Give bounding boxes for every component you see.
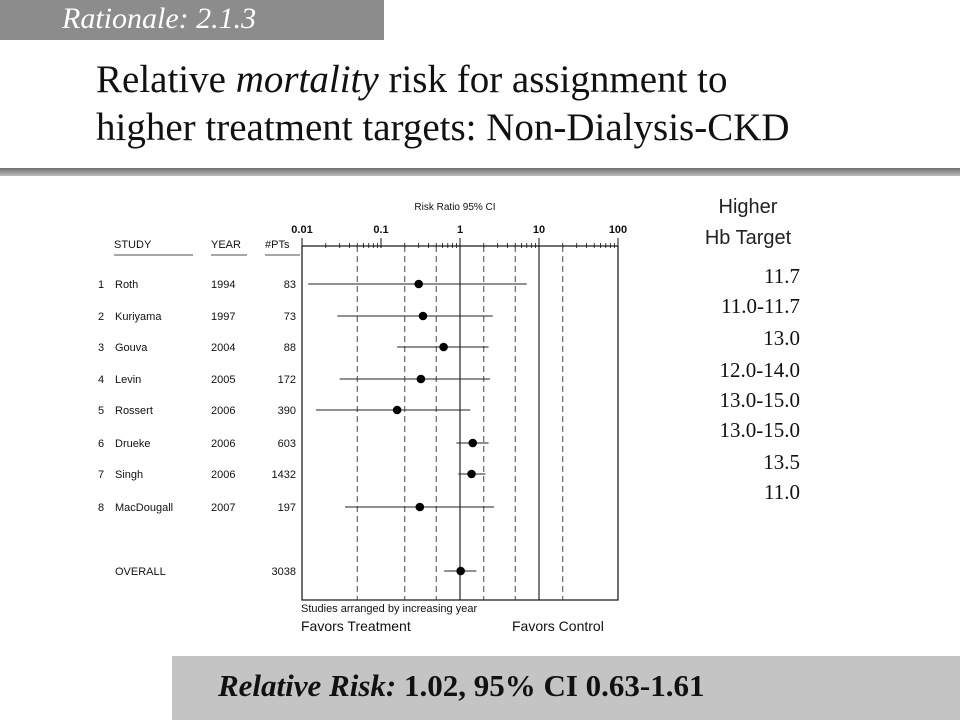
study-year: 2006 — [211, 405, 235, 417]
x-tick-label: 0.01 — [291, 224, 312, 236]
study-point — [418, 311, 428, 321]
summary-label: Relative Risk: — [218, 668, 397, 703]
column-header: YEAR — [211, 239, 241, 251]
title-divider — [0, 168, 960, 176]
study-name: MacDougall — [115, 502, 173, 514]
hb-target-value: 12.0-14.0 — [719, 358, 801, 382]
study-point — [414, 279, 423, 289]
study-point — [467, 469, 476, 479]
rationale-tag: Rationale: 2.1.3 — [0, 0, 384, 40]
hb-target-header-line-1: Higher — [718, 196, 778, 218]
overall-patients: 3038 — [272, 566, 296, 578]
favors-treatment-label: Favors Treatment — [301, 618, 411, 634]
study-name: Levin — [115, 374, 141, 386]
study-patients: 88 — [284, 342, 296, 354]
study-patients: 73 — [284, 311, 296, 323]
study-number: 7 — [98, 469, 104, 481]
chart-title: Risk Ratio 95% CI — [414, 202, 495, 213]
study-patients: 83 — [284, 279, 296, 291]
study-number: 5 — [98, 405, 104, 417]
slide-title: Relative mortality risk for assignment t… — [96, 56, 790, 152]
hb-target-value: 13.0-15.0 — [719, 388, 801, 412]
study-year: 1994 — [211, 279, 235, 291]
column-header: STUDY — [114, 239, 152, 251]
hb-target-value: 13.5 — [763, 450, 800, 474]
title-emphasis: mortality — [235, 58, 379, 101]
title-line-1: Relative mortality risk for assignment t… — [96, 56, 790, 104]
study-name: Kuriyama — [115, 311, 162, 323]
rationale-tag-label: Rationale: 2.1.3 — [62, 2, 257, 35]
study-patients: 172 — [278, 374, 296, 386]
title-line-1-start: Relative — [96, 58, 236, 101]
hb-target-value: 13.0-15.0 — [719, 418, 801, 442]
summary-value: 1.02, 95% CI 0.63-1.61 — [396, 668, 705, 703]
study-number: 4 — [98, 374, 104, 386]
x-tick-label: 0.1 — [373, 224, 388, 236]
chart-footnote: Studies arranged by increasing year — [301, 603, 477, 615]
study-name: Gouva — [115, 342, 148, 354]
hb-target-header-line-2: Hb Target — [704, 227, 792, 249]
study-point — [416, 374, 426, 384]
study-patients: 603 — [278, 438, 296, 450]
study-patients: 390 — [278, 405, 296, 417]
study-name: Roth — [115, 279, 138, 291]
hb-target-value: 11.0 — [764, 480, 800, 504]
summary-text: Relative Risk: 1.02, 95% CI 0.63-1.61 — [218, 668, 705, 704]
study-number: 2 — [98, 311, 104, 323]
study-number: 8 — [98, 502, 104, 514]
study-patients: 1432 — [272, 469, 296, 481]
forest-plot: Risk Ratio 95% CI 0.01 0.1 1 10 100 STUDY YEAR #… — [98, 202, 627, 634]
study-point — [392, 405, 402, 415]
summary-box: Relative Risk: 1.02, 95% CI 0.63-1.61 — [172, 656, 960, 720]
study-patients: 197 — [278, 502, 296, 514]
hb-target-value: 13.0 — [763, 326, 800, 350]
study-name: Singh — [115, 469, 143, 481]
study-name: Rossert — [115, 405, 153, 417]
study-year: 1997 — [211, 311, 235, 323]
study-year: 2006 — [211, 438, 235, 450]
study-year: 2006 — [211, 469, 235, 481]
overall-label: OVERALL — [115, 566, 166, 578]
hb-target-value: 11.0-11.7 — [721, 294, 800, 318]
hb-target-header: Higher Hb Target — [668, 192, 828, 254]
study-point — [468, 438, 478, 448]
study-year: 2007 — [211, 502, 235, 514]
column-header: #PTs — [265, 239, 290, 251]
x-tick-label: 100 — [609, 224, 627, 236]
study-year: 2005 — [211, 374, 235, 386]
x-tick-label: 10 — [533, 224, 545, 236]
x-tick-label: 1 — [457, 224, 463, 236]
study-number: 3 — [98, 342, 104, 354]
study-number: 1 — [98, 279, 104, 291]
title-line-2: higher treatment targets: Non-Dialysis-C… — [96, 106, 790, 149]
study-number: 6 — [98, 438, 104, 450]
overall-point — [456, 566, 465, 576]
title-line-1-end: risk for assignment to — [378, 58, 728, 101]
hb-target-value: 11.7 — [764, 264, 800, 288]
favors-control-label: Favors Control — [512, 618, 604, 634]
study-point — [415, 502, 425, 512]
study-point — [439, 342, 448, 352]
study-name: Drueke — [115, 438, 150, 450]
study-year: 2004 — [211, 342, 235, 354]
